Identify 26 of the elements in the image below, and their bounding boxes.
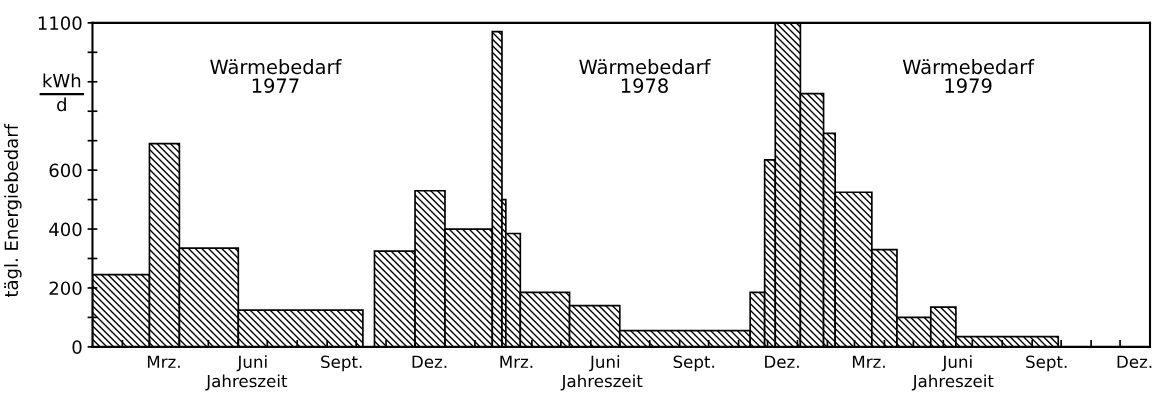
text: d: [57, 97, 66, 112]
y-tick-label: 1100: [38, 16, 82, 30]
x-tick-label: Mrz.: [500, 355, 533, 368]
x-tick-label: Sept.: [1026, 355, 1067, 372]
y-tick-label: 0: [72, 340, 82, 354]
x-tick-label: Dez.: [412, 355, 447, 369]
y-tick-label: 600: [49, 163, 82, 178]
y-tick-label: 200: [49, 281, 82, 296]
x-tick-label: Dez.: [765, 355, 799, 369]
x-tick-label: Dez.: [1117, 355, 1152, 369]
text: Jahreszeit: [560, 374, 643, 391]
annotation: Wärmebedarf 1977: [210, 59, 342, 93]
text: Jahreszeit: [911, 374, 994, 391]
x-tick-label: Juni: [941, 355, 972, 372]
y-axis-title: tägl. Energiebedarf: [4, 123, 22, 298]
annotation: Wärmebedarf 1979: [902, 59, 1035, 93]
x-tick-label: Juni: [236, 355, 267, 372]
x-tick-label: Sept.: [321, 355, 362, 372]
y-tick-label: 400: [49, 222, 82, 237]
x-tick-label: Juni: [589, 355, 620, 372]
x-tick-label: Sept.: [673, 355, 714, 372]
x-tick-label: Mrz.: [852, 355, 885, 368]
x-tick-label: Mrz.: [147, 355, 180, 368]
x-axis-title: Jahreszeit: [205, 374, 288, 391]
annotation: Wärmebedarf 1978: [579, 59, 711, 93]
text: kWh: [43, 73, 81, 88]
